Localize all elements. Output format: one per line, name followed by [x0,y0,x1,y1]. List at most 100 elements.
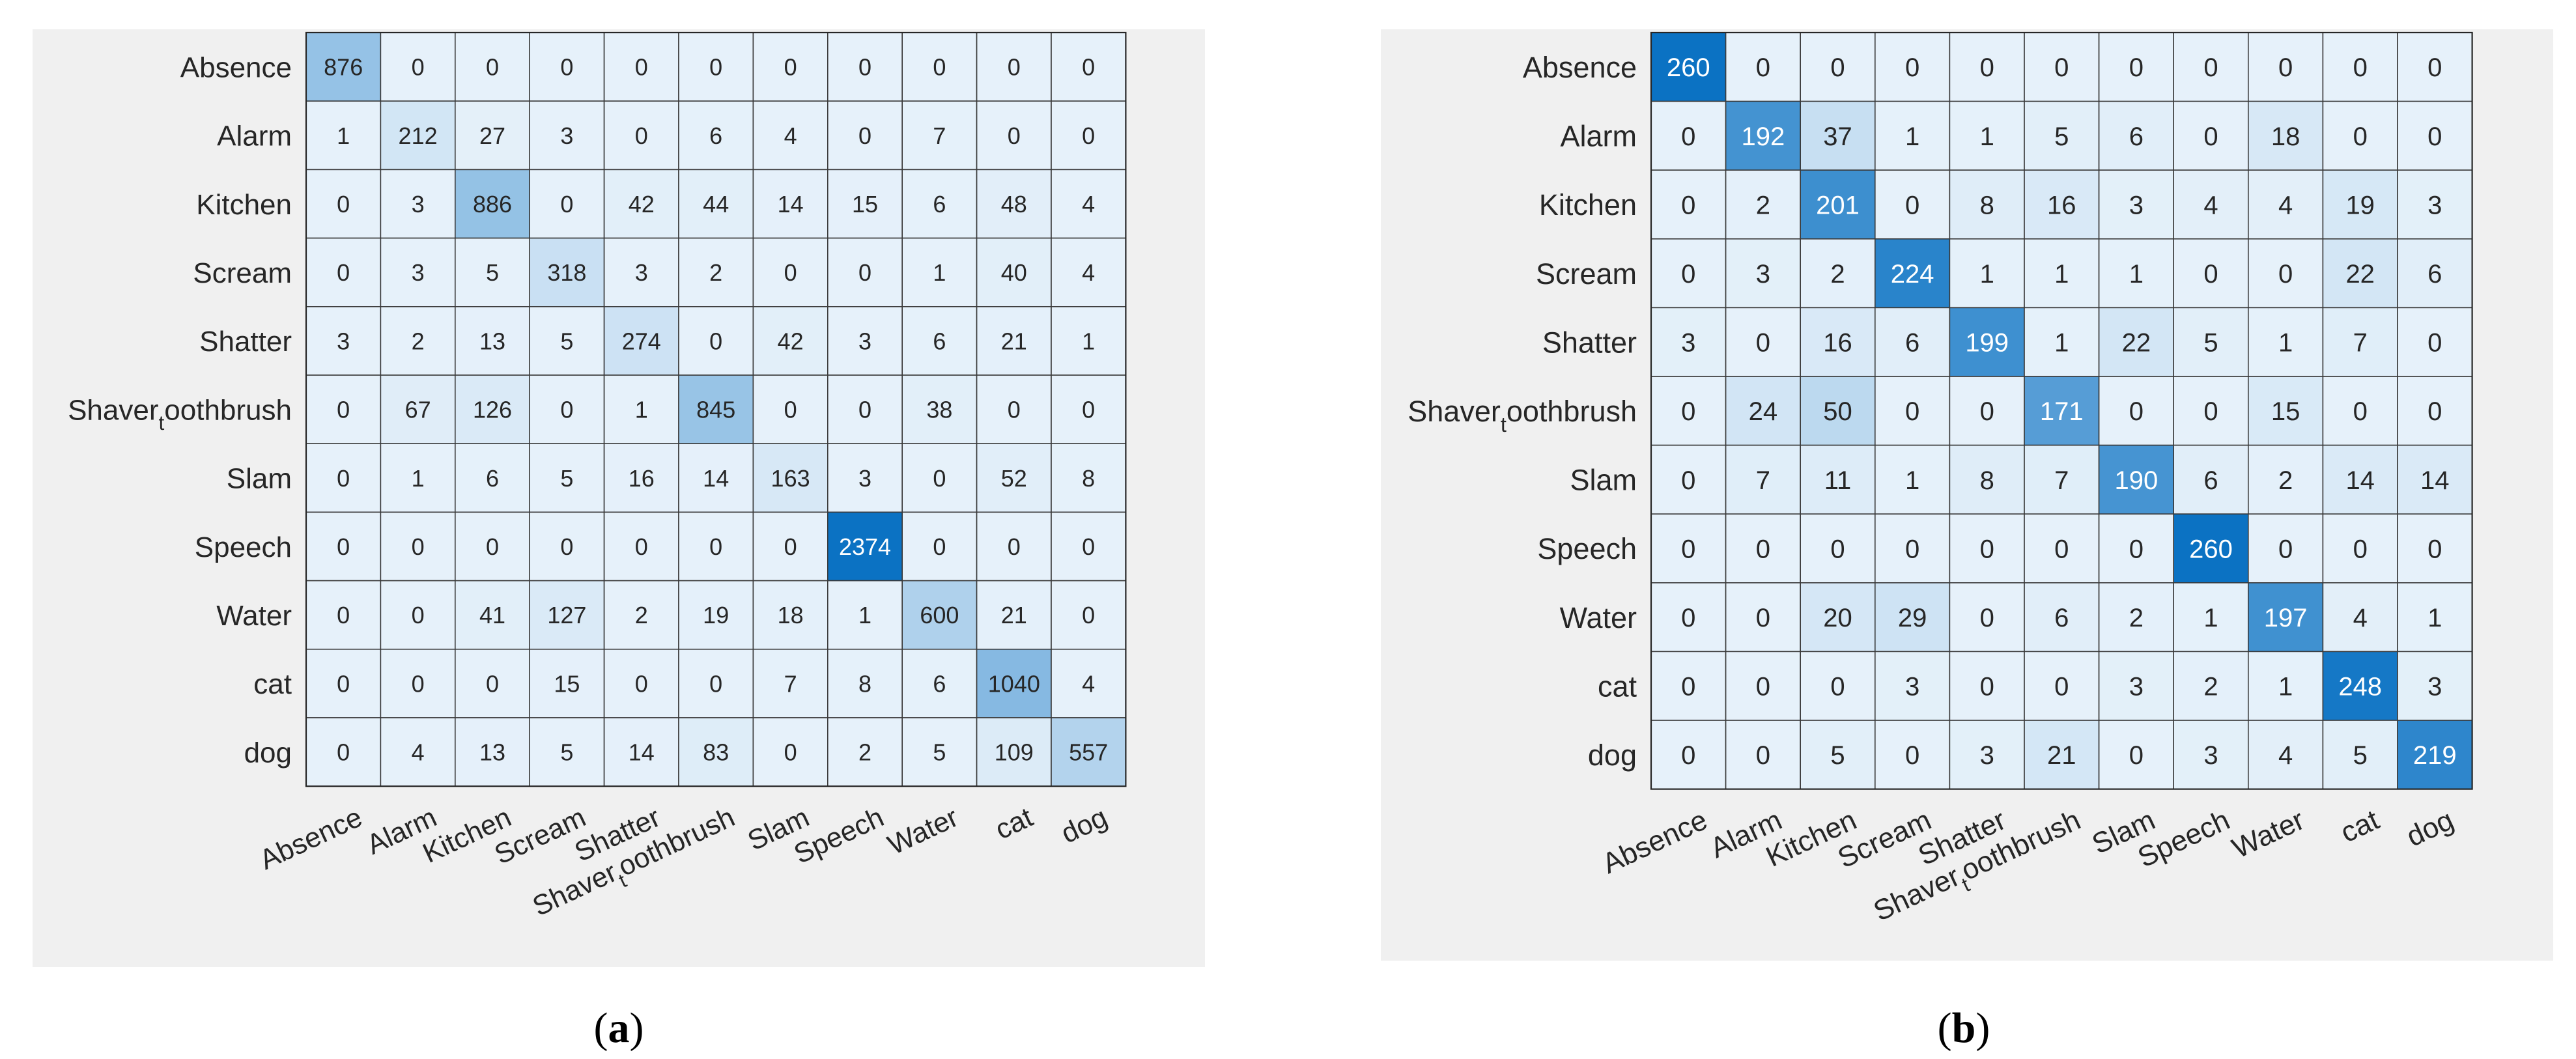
cell-value-label: 5 [486,259,499,286]
cell-value-label: 0 [1008,533,1021,560]
cell-value-label: 1 [858,602,871,628]
matrix-cell [2173,720,2249,790]
matrix-cell [454,237,530,307]
cell-value-label: 0 [1008,397,1021,423]
matrix-cell [2322,32,2398,102]
cell-value-label: 5 [2203,329,2218,358]
cell-value-label: 557 [1069,739,1108,766]
matrix-cell [1949,651,2025,721]
matrix-cell [1800,513,1876,584]
cell-value-label: 0 [2203,260,2218,289]
matrix-cell [2397,582,2473,653]
row-tick-label: Speech [195,531,292,563]
row-tick-label: Scream [193,257,292,289]
cell-value-label: 0 [858,54,871,81]
cell-value-label: 0 [2278,53,2293,82]
matrix-cell [827,305,903,376]
cell-value-label: 3 [1681,329,1695,358]
cell-value-label: 4 [2278,741,2293,770]
cell-value-label: 0 [784,533,797,560]
matrix-cell [2024,582,2100,653]
cell-value-label: 0 [858,259,871,286]
matrix-cell [1949,720,2025,790]
cell-value-label: 0 [1756,329,1770,358]
cell-value-label: 0 [1830,53,1845,82]
cell-value-label: 40 [1001,259,1027,286]
cell-value-label: 0 [933,533,946,560]
matrix-cell [678,237,754,307]
matrix-cell [1650,376,1727,446]
matrix-cell [1650,307,1727,377]
matrix-cell [976,374,1052,444]
cell-value-label: 1 [2129,260,2144,289]
matrix-cell [1051,100,1127,171]
row-tick-label: dog [244,737,292,769]
cell-value-label: 0 [337,397,350,423]
matrix-cell [901,511,978,582]
cell-value-label: 8 [858,670,871,697]
cell-value-label: 1 [635,397,648,423]
cell-value-label: 3 [1905,673,1919,701]
matrix-cell [2248,32,2324,102]
matrix-cell [1725,32,1802,102]
matrix-cell [2248,444,2324,515]
matrix-cell [2098,100,2175,171]
matrix-cell [454,717,530,787]
cell-value-label: 0 [2203,122,2218,151]
cell-value-label: 0 [337,259,350,286]
cell-value-label: 0 [337,739,350,766]
cell-value-label: 5 [2353,741,2368,770]
matrix-cell [305,511,382,582]
cell-value-label: 2 [635,602,648,628]
cell-value-label: 14 [778,191,804,218]
cell-value-label: 3 [2129,673,2144,701]
cell-value-label: 2 [1830,260,1845,289]
cell-value-label: 0 [1681,191,1695,219]
cell-value-label: 18 [778,602,804,628]
row-tick-label: Scream [1536,257,1637,290]
cell-value-label: 6 [486,465,499,492]
cell-value-label: 4 [1082,191,1095,218]
row-tick-label: Alarm [217,120,292,152]
matrix-cell [380,169,456,239]
matrix-cell [976,648,1052,718]
matrix-cell [454,100,530,171]
matrix-cell [2098,651,2175,721]
row-tick-label: Slam [227,463,292,495]
cell-value-label: 109 [995,739,1034,766]
matrix-cell [603,511,679,582]
matrix-border [1650,31,2473,790]
matrix-cell [2024,444,2100,515]
cell-value-label: 1 [2427,604,2442,632]
matrix-cell [2024,100,2100,171]
cell-value-label: 197 [2264,604,2308,632]
cell-value-label: 0 [486,54,499,81]
cell-value-label: 67 [405,397,431,423]
row-tick-label: Absence [1523,51,1637,84]
cell-value-label: 0 [2353,535,2368,563]
matrix-cell [976,305,1052,376]
cell-value-label: 845 [696,397,735,423]
cell-value-label: 42 [629,191,655,218]
cell-value-label: 1040 [988,670,1040,697]
cell-value-label: 0 [709,328,722,354]
cell-value-label: 0 [933,54,946,81]
cell-value-label: 13 [479,328,505,354]
matrix-cell [2098,582,2175,653]
cell-value-label: 7 [933,122,946,149]
cell-value-label: 0 [486,670,499,697]
matrix-cell [603,648,679,718]
cell-value-label: 0 [1905,397,1919,426]
matrix-cell [529,169,605,239]
matrix-cell [2248,582,2324,653]
matrix-cell [1800,376,1876,446]
cell-value-label: 4 [1082,670,1095,697]
cell-value-label: 8 [1980,191,1994,219]
cell-value-label: 0 [2278,260,2293,289]
cell-value-label: 0 [709,670,722,697]
cell-value-label: 6 [2129,122,2144,151]
cell-value-label: 44 [703,191,729,218]
cell-value-label: 6 [2054,604,2069,632]
matrix-cell [2098,169,2175,240]
cell-value-label: 0 [1681,535,1695,563]
